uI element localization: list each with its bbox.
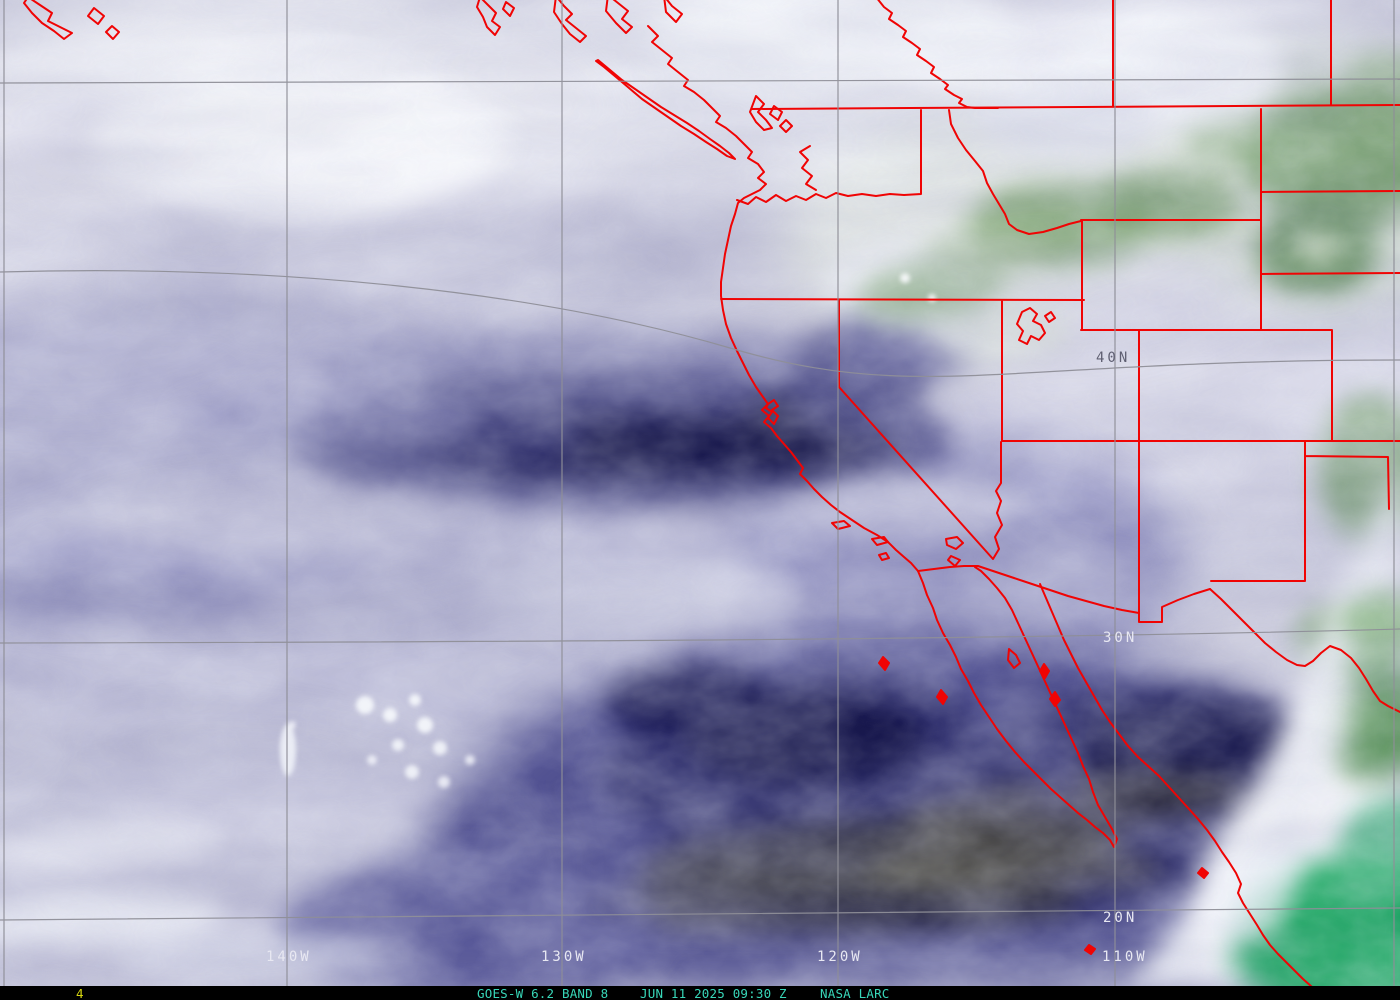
baja-california-peninsula — [917, 566, 1118, 848]
us-mexico-border — [917, 565, 1211, 623]
longitude-label-110w: 110W — [1102, 949, 1148, 965]
mexico-mainland-coast — [1039, 583, 1313, 988]
caption-timestamp: JUN 11 2025 09:30 Z — [640, 986, 787, 1000]
bc-coastal-islands — [23, 0, 683, 43]
columbia-river — [799, 145, 817, 191]
caption-bar-background — [0, 986, 1400, 1000]
latitude-label-30n: 30N — [1103, 630, 1137, 646]
gridline-50n — [0, 78, 1400, 84]
caption-credit: NASA LARC — [820, 986, 890, 1000]
gridline-30n — [0, 628, 1400, 644]
frame-number: 4 — [76, 986, 84, 1000]
caption-bar: 4 GOES-W 6.2 BAND 8 JUN 11 2025 09:30 Z … — [0, 986, 1400, 1000]
longitude-label-140w: 140W — [266, 949, 312, 965]
popcorn-cloud-cluster — [280, 273, 936, 788]
puget-sound-islands — [749, 95, 793, 133]
caption-band-label: GOES-W 6.2 BAND 8 — [477, 986, 608, 1000]
offshore-islands — [878, 656, 1209, 955]
canada-province-borders — [877, 0, 1332, 109]
us-state-borders — [720, 108, 1400, 614]
grid-label-layer: 40N 30N 20N 140W 130W 120W 110W — [266, 350, 1148, 965]
us-canada-border — [751, 104, 1400, 110]
gridline-40n — [0, 270, 1400, 377]
rio-grande — [1209, 588, 1400, 713]
latitude-label-20n: 20N — [1103, 910, 1137, 926]
longitude-label-130w: 130W — [541, 949, 587, 965]
vancouver-island — [595, 59, 736, 160]
longitude-label-120w: 120W — [817, 949, 863, 965]
pacific-coastline — [647, 25, 919, 572]
channel-islands — [831, 520, 964, 567]
latitude-label-40n: 40N — [1096, 350, 1130, 366]
political-boundary-layer — [23, 0, 1400, 988]
lakes-great-salt-salton-sfbay — [765, 307, 1056, 669]
